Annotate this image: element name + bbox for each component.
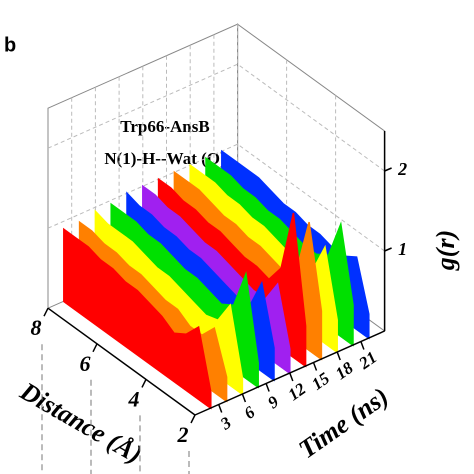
y-tick — [289, 372, 294, 382]
z-tick — [384, 247, 392, 252]
y-tick — [360, 341, 365, 350]
y-tick-label: 12 — [284, 379, 309, 405]
y-tick — [312, 362, 318, 371]
y-tick — [265, 383, 270, 392]
x-tick — [92, 343, 98, 353]
slice-base — [63, 300, 212, 409]
y-tick-label: 18 — [332, 358, 357, 384]
y-tick — [217, 404, 223, 413]
x-tick — [141, 379, 147, 388]
y-tick-label: 15 — [308, 368, 333, 394]
x-tick — [43, 307, 49, 317]
z-tick-label: 1 — [398, 239, 407, 259]
panel-label: b — [4, 34, 16, 56]
annotation: Trp66-AnsB — [120, 117, 209, 136]
y-tick — [336, 351, 341, 361]
slice — [63, 227, 212, 410]
x-axis-title: Distance (Å) — [15, 376, 147, 469]
y-tick-label: 6 — [241, 402, 259, 423]
x-tick — [190, 414, 196, 424]
z-tick-label: 2 — [397, 159, 407, 179]
y-tick-label: 9 — [264, 392, 282, 413]
y-tick-label: 21 — [355, 348, 381, 374]
x-tick-label: 8 — [31, 315, 42, 340]
z-tick — [384, 167, 392, 172]
y-tick — [241, 393, 247, 403]
x-tick-label: 4 — [128, 386, 140, 411]
x-tick-label: 6 — [80, 351, 91, 376]
z-axis-title: g(r) — [431, 230, 460, 271]
x-tick-label: 2 — [177, 422, 189, 447]
y-tick-label: 3 — [216, 413, 235, 434]
x-axis — [47, 307, 196, 416]
